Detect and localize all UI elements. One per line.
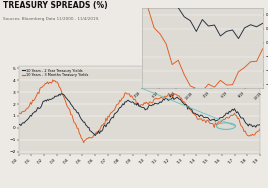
Text: Sources: Bloomberg Data 11/2000 - 11/4/2019.: Sources: Bloomberg Data 11/2000 - 11/4/2… bbox=[3, 17, 99, 21]
Text: TREASURY SPREADS (%): TREASURY SPREADS (%) bbox=[3, 1, 107, 10]
Legend: 10 Years - 2 Year Treasury Yields, 10 Years - 3 Months Treasury Yields: 10 Years - 2 Year Treasury Yields, 10 Ye… bbox=[20, 67, 90, 78]
